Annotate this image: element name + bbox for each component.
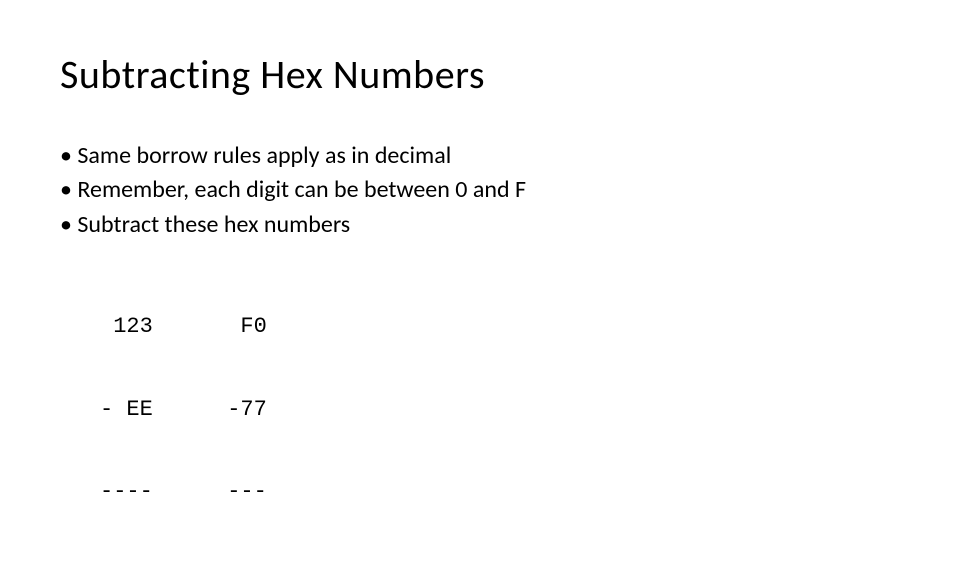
hex-example: 123 - EE ----	[100, 258, 179, 561]
hex-line: - EE	[100, 396, 179, 424]
bullet-item: Remember, each digit can be between 0 an…	[60, 174, 526, 206]
bullet-item: Subtract these hex numbers	[60, 209, 526, 241]
bullet-list: Same borrow rules apply as in decimal Re…	[60, 140, 526, 243]
hex-line: -77	[227, 396, 306, 424]
hex-line: ---	[227, 478, 306, 506]
slide: Subtracting Hex Numbers Same borrow rule…	[0, 0, 960, 540]
hex-line: ----	[100, 478, 179, 506]
hex-line: F0	[227, 313, 306, 341]
slide-title: Subtracting Hex Numbers	[60, 50, 485, 99]
examples-row: 123 - EE ---- F0 -77 ---	[100, 258, 306, 561]
bullet-item: Same borrow rules apply as in decimal	[60, 140, 526, 172]
hex-example: F0 -77 ---	[227, 258, 306, 561]
hex-line: 123	[100, 313, 179, 341]
